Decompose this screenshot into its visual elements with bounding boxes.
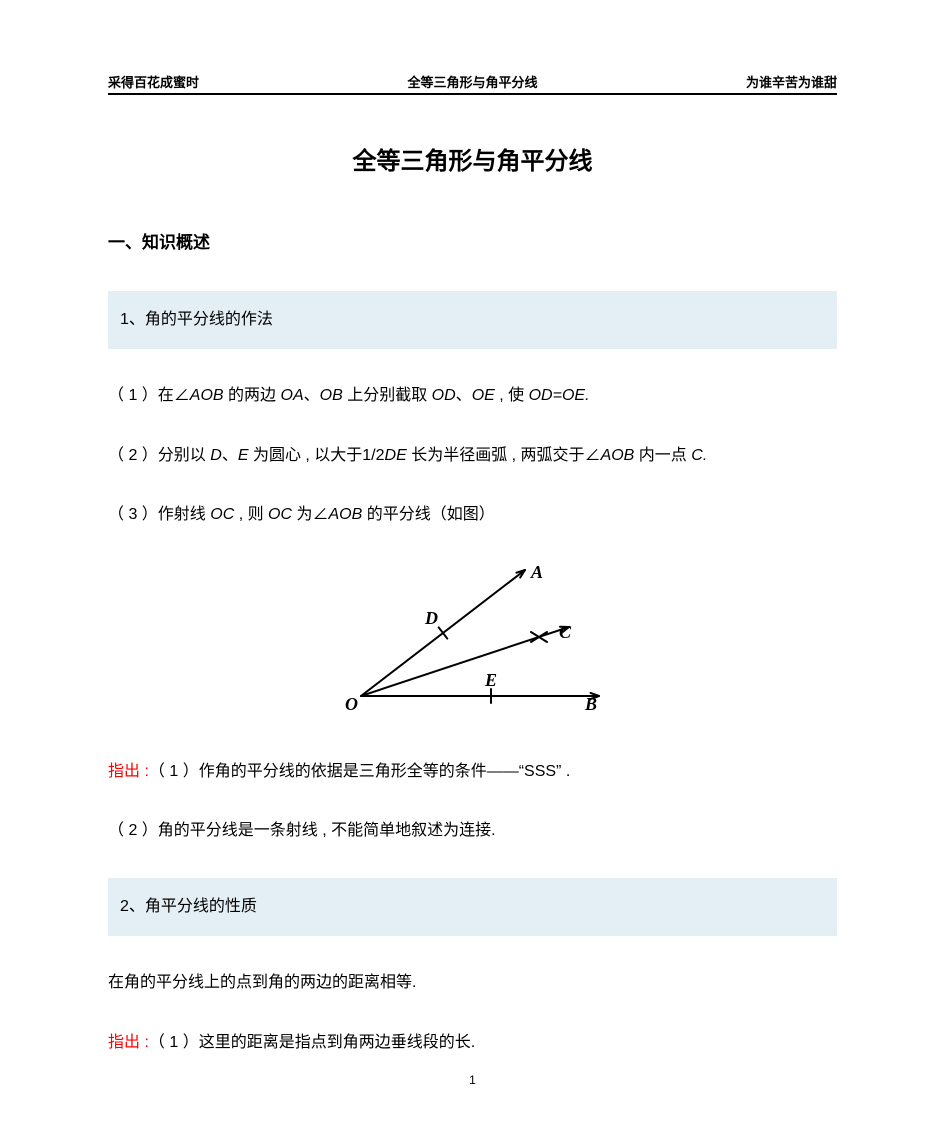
svg-text:D: D	[424, 608, 438, 628]
step1-text: （ 1 ）在∠	[108, 387, 190, 404]
step1-od: OD	[432, 387, 456, 404]
step-3: （ 3 ）作射线 OC , 则 OC 为∠AOB 的平分线（如图）	[108, 502, 837, 528]
step2-sep: 、	[222, 447, 238, 464]
step2-de: DE	[385, 447, 407, 464]
step2-c: C.	[691, 447, 707, 464]
angle-bisector-figure: O A B C D E	[108, 562, 837, 717]
step1-oe: OE	[472, 387, 495, 404]
step3-pre: （ 3 ）作射线	[108, 506, 210, 523]
svg-text:O: O	[345, 694, 358, 712]
step-1: （ 1 ）在∠AOB 的两边 OA、OB 上分别截取 OD、OE , 使 OD=…	[108, 383, 837, 409]
step2-d: D	[210, 447, 222, 464]
step1-s1: 、	[304, 387, 320, 404]
section-heading-1: 一、知识概述	[108, 228, 837, 253]
step1-t3: 上分别截取	[343, 387, 432, 404]
note3-label: 指出 :	[108, 1034, 149, 1051]
svg-text:A: A	[530, 562, 543, 582]
step3-oc: OC	[210, 506, 234, 523]
callout-1: 1、角的平分线的作法	[108, 291, 837, 349]
step1-s2: 、	[456, 387, 472, 404]
step2-e: E	[238, 447, 249, 464]
header-center: 全等三角形与角平分线	[407, 72, 537, 91]
svg-text:E: E	[484, 670, 497, 690]
note-2: （ 2 ）角的平分线是一条射线 , 不能简单地叙述为连接.	[108, 818, 837, 844]
step1-aob: AOB	[190, 387, 224, 404]
step1-oa: OA	[281, 387, 304, 404]
step3-tail: 的平分线（如图）	[362, 506, 494, 523]
svg-text:B: B	[584, 694, 597, 712]
header-left: 采得百花成蜜时	[108, 72, 199, 91]
step3-m1: , 则	[234, 506, 268, 523]
step2-pre: （ 2 ）分别以	[108, 447, 210, 464]
step1-t2: 的两边	[224, 387, 281, 404]
step2-aob: AOB	[601, 447, 635, 464]
callout-2: 2、角平分线的性质	[108, 878, 837, 936]
step1-ob: OB	[320, 387, 343, 404]
step3-m2: 为∠	[292, 506, 328, 523]
step3-aob: AOB	[329, 506, 363, 523]
note1-label: 指出 :	[108, 763, 149, 780]
note-3: 指出 :（ 1 ）这里的距离是指点到角两边垂线段的长.	[108, 1030, 837, 1056]
svg-text:C: C	[559, 622, 572, 642]
step1-eq: OD=OE.	[529, 387, 590, 404]
step2-m1: 为圆心 , 以大于1/2	[249, 447, 385, 464]
page-title: 全等三角形与角平分线	[108, 141, 837, 176]
note3-body: （ 1 ）这里的距离是指点到角两边垂线段的长.	[149, 1034, 475, 1051]
step1-t4: , 使	[495, 387, 529, 404]
step-2: （ 2 ）分别以 D、E 为圆心 , 以大于1/2DE 长为半径画弧 , 两弧交…	[108, 443, 837, 469]
property-text: 在角的平分线上的点到角的两边的距离相等.	[108, 970, 837, 996]
step2-m2: 长为半径画弧 , 两弧交于∠	[407, 447, 601, 464]
header-bar: 采得百花成蜜时 全等三角形与角平分线 为谁辛苦为谁甜	[108, 72, 837, 95]
header-right: 为谁辛苦为谁甜	[746, 72, 837, 91]
page-number: 1	[469, 1073, 476, 1087]
step3-oc2: OC	[268, 506, 292, 523]
angle-diagram-svg: O A B C D E	[339, 562, 607, 712]
step2-m3: 内一点	[634, 447, 691, 464]
note-1: 指出 :（ 1 ）作角的平分线的依据是三角形全等的条件——“SSS” .	[108, 759, 837, 785]
note1-body: （ 1 ）作角的平分线的依据是三角形全等的条件——“SSS” .	[149, 763, 570, 780]
